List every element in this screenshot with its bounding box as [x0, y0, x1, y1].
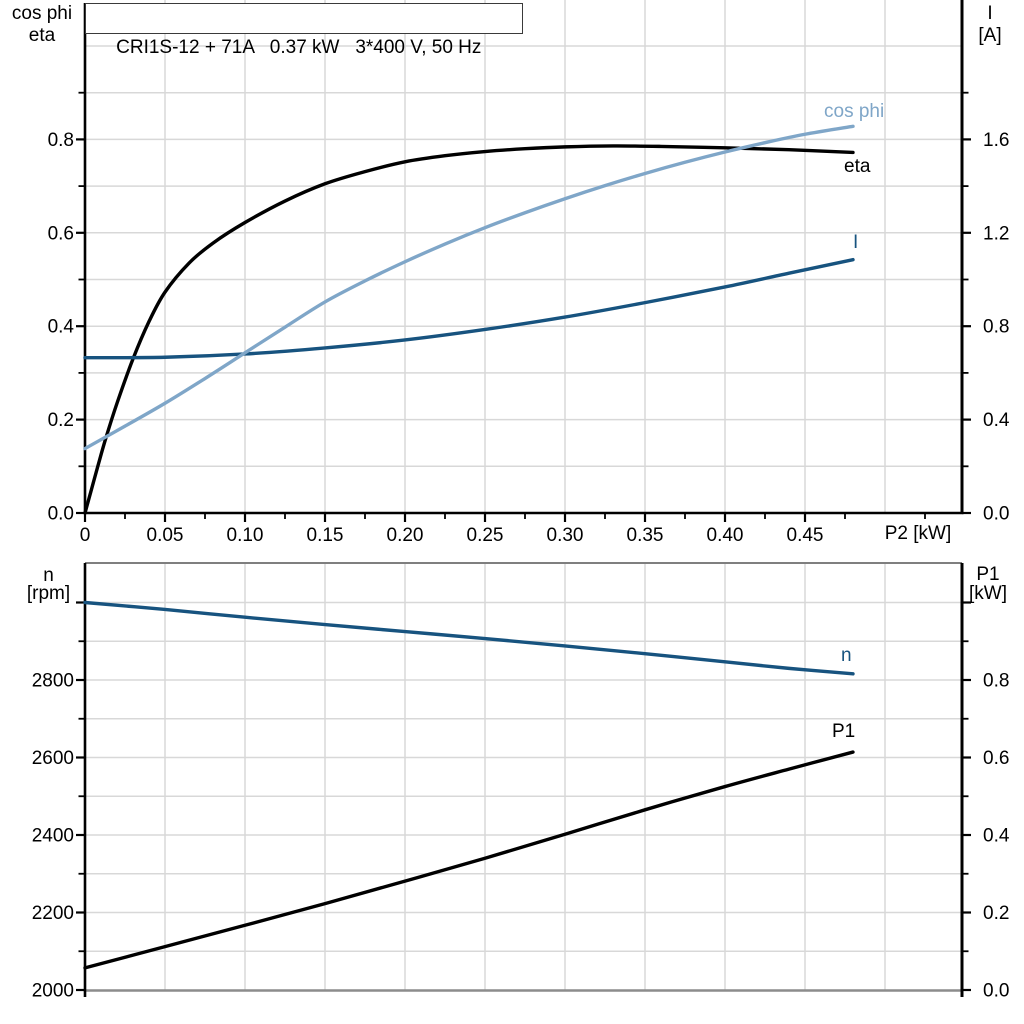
right-tick-label: 0.8	[983, 671, 1009, 692]
right-tick-label: 0.0	[983, 981, 1009, 1002]
curve-P1	[83, 750, 855, 970]
x-axis-title: P2 [kW]	[884, 523, 952, 544]
left-tick-label: 2800	[32, 671, 74, 692]
right-axis-title-line2: [A]	[978, 25, 1002, 46]
x-tick-label: 0.05	[147, 525, 184, 546]
chart-title: CRI1S-12 + 71A 0.37 kW 3*400 V, 50 Hz	[116, 37, 482, 58]
curve-label-n: n	[841, 645, 852, 666]
left-tick-label: 2400	[32, 826, 74, 847]
bottom-left-axis-title-line1: n	[43, 565, 54, 586]
x-tick-label: 0.25	[467, 525, 504, 546]
right-tick-label: 0.6	[983, 748, 1009, 769]
right-tick-label: 0.8	[983, 317, 1009, 338]
left-tick-label: 2200	[32, 903, 74, 924]
curve-label-eta: eta	[844, 156, 871, 177]
bottom-left-axis-title-line2: [rpm]	[26, 583, 71, 604]
x-tick-label: 0.15	[307, 525, 344, 546]
left-tick-label: 2600	[32, 748, 74, 769]
x-tick-label: 0.20	[387, 525, 424, 546]
x-tick-label: 0	[80, 525, 91, 546]
right-tick-label: 0.4	[983, 826, 1010, 847]
left-tick-label: 0.6	[48, 223, 74, 244]
right-tick-label: 1.6	[983, 130, 1009, 151]
left-tick-label: 0.8	[48, 130, 74, 151]
curve-label-P1: P1	[832, 721, 856, 742]
left-axis-title-line2: eta	[28, 25, 56, 46]
right-tick-label: 0.0	[983, 504, 1009, 525]
bottom-right-axis-title-line1: P1	[976, 564, 1000, 585]
x-tick-label: 0.35	[627, 525, 664, 546]
curve-cos-phi	[83, 124, 855, 451]
left-tick-label: 0.2	[48, 410, 74, 431]
curve-label-I: I	[853, 232, 859, 253]
left-tick-label: 2000	[32, 981, 74, 1002]
x-tick-label: 0.30	[547, 525, 584, 546]
curve-label-cos-phi: cos phi	[824, 101, 885, 122]
left-tick-label: 0.0	[48, 504, 74, 525]
bottom-right-axis-title-line2: [kW]	[969, 583, 1007, 604]
x-tick-label: 0.40	[707, 525, 744, 546]
right-tick-label: 0.4	[983, 410, 1010, 431]
x-tick-label: 0.45	[787, 525, 824, 546]
left-tick-label: 0.4	[48, 317, 75, 338]
x-tick-label: 0.10	[227, 525, 264, 546]
right-tick-label: 1.2	[983, 223, 1009, 244]
curve-n	[83, 600, 855, 676]
right-tick-label: 0.2	[983, 903, 1009, 924]
right-axis-title-line1: I	[987, 3, 993, 24]
chart-title-box: CRI1S-12 + 71A 0.37 kW 3*400 V, 50 Hz	[85, 3, 523, 58]
curve-I	[83, 257, 855, 360]
left-axis-title-line1: cos phi	[11, 3, 73, 24]
curve-eta	[83, 144, 855, 515]
